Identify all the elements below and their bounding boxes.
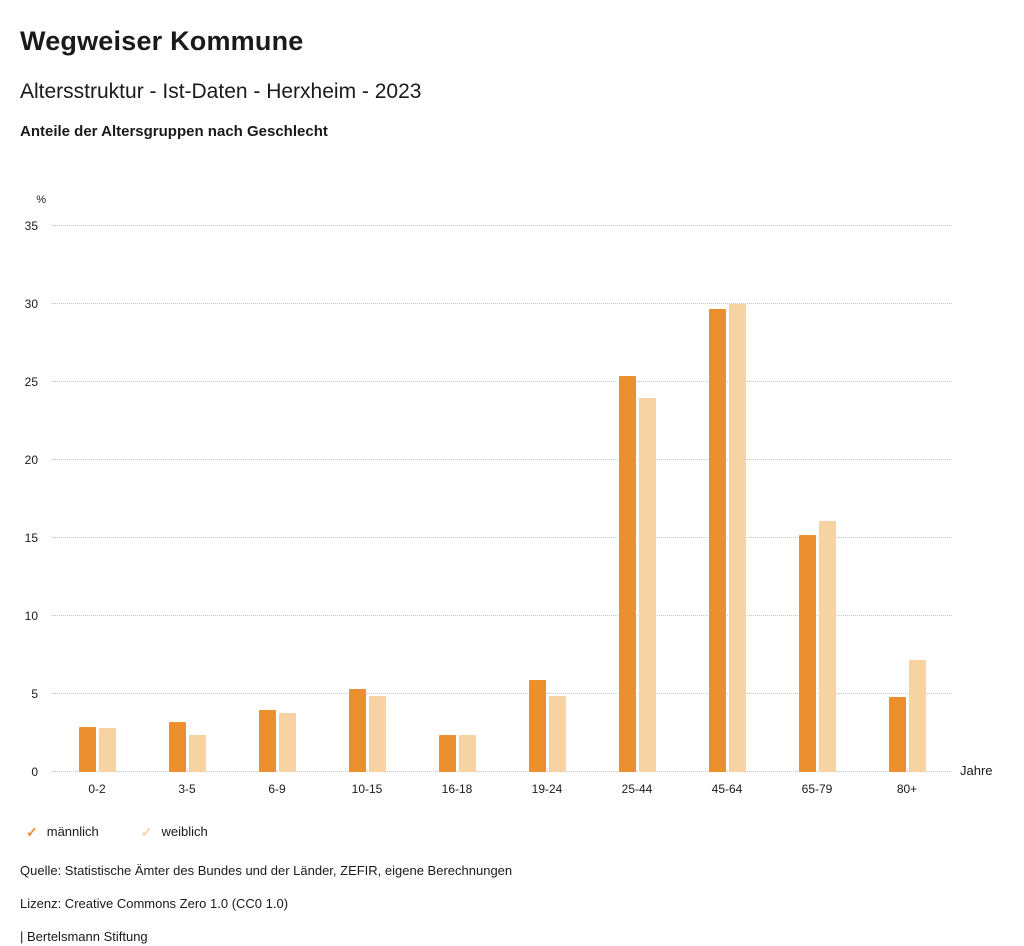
x-axis-unit-label: Jahre (960, 763, 993, 778)
x-tick-label-16-18: 16-18 (441, 782, 473, 796)
bar-weiblich-19-24 (548, 695, 566, 772)
gridline-30 (52, 303, 952, 304)
x-tick-label-65-79: 65-79 (801, 782, 833, 796)
legend-label-weiblich: weiblich (161, 824, 208, 839)
bar-weiblich-25-44 (638, 397, 656, 772)
bar-männlich-16-18 (438, 734, 456, 772)
bar-weiblich-65-79 (818, 520, 836, 772)
y-tick-label-10: 10 (24, 609, 38, 623)
gridline-5 (52, 693, 952, 694)
x-tick-label-45-64: 45-64 (711, 782, 743, 796)
gridline-0 (52, 771, 952, 772)
bar-group-19-24 (502, 226, 592, 772)
gridline-25 (52, 381, 952, 382)
legend-item-maennlich[interactable]: ✓ männlich (26, 824, 99, 839)
legend: ✓ männlich ✓ weiblich (26, 824, 1004, 839)
chart-subtitle: Altersstruktur - Ist-Daten - Herxheim - … (20, 80, 422, 103)
bar-chart: % 0 5 10 15 20 25 30 35 Jahre (25, 194, 993, 779)
bar-weiblich-45-64 (728, 304, 746, 772)
bar-group-0-2 (52, 226, 142, 772)
y-axis-unit-label: % (36, 194, 46, 206)
bar-group-6-9 (232, 226, 322, 772)
bar-männlich-10-15 (348, 689, 366, 772)
bar-männlich-0-2 (78, 726, 96, 772)
page-title: Wegweiser Kommune (20, 26, 304, 56)
x-axis-labels: 0-2 3-5 6-9 10-15 16-18 19-24 25-44 45-64 65-79 8… (52, 782, 952, 796)
y-tick-label-5: 5 (31, 687, 38, 701)
y-tick-label-35: 35 (24, 219, 38, 233)
bar-group-80+ (862, 226, 952, 772)
check-icon: ✓ (140, 823, 153, 840)
bar-group-10-15 (322, 226, 412, 772)
gridline-35 (52, 225, 952, 226)
gridline-15 (52, 537, 952, 538)
y-tick-label-0: 0 (31, 765, 38, 779)
bar-männlich-80+ (888, 697, 906, 772)
bar-group-45-64 (682, 226, 772, 772)
bar-männlich-6-9 (258, 709, 276, 772)
bar-weiblich-6-9 (278, 712, 296, 772)
footer: Quelle: Statistische Ämter des Bundes un… (20, 863, 1004, 944)
y-tick-label-25: 25 (24, 375, 38, 389)
bar-weiblich-16-18 (458, 734, 476, 772)
check-icon: ✓ (26, 823, 38, 840)
x-tick-label-6-9: 6-9 (268, 782, 286, 796)
x-tick-label-80+: 80+ (896, 782, 918, 796)
bar-groups (52, 226, 952, 772)
y-tick-label-20: 20 (24, 453, 38, 467)
y-tick-label-15: 15 (24, 531, 38, 545)
x-tick-label-0-2: 0-2 (88, 782, 106, 796)
x-tick-label-19-24: 19-24 (531, 782, 563, 796)
bar-weiblich-10-15 (368, 695, 386, 772)
chart-section-title: Anteile der Altersgruppen nach Geschlech… (20, 123, 328, 140)
gridline-20 (52, 459, 952, 460)
x-tick-label-10-15: 10-15 (351, 782, 383, 796)
attribution-text: | Bertelsmann Stiftung (20, 929, 148, 944)
bar-group-25-44 (592, 226, 682, 772)
bar-männlich-19-24 (528, 679, 546, 772)
plot-area: 0 5 10 15 20 25 30 35 (25, 219, 952, 779)
bar-group-16-18 (412, 226, 502, 772)
x-tick-label-3-5: 3-5 (178, 782, 196, 796)
source-text: Quelle: Statistische Ämter des Bundes un… (20, 863, 513, 878)
y-tick-label-30: 30 (24, 297, 38, 311)
legend-item-weiblich[interactable]: ✓ weiblich (141, 824, 208, 839)
bar-männlich-45-64 (708, 308, 726, 772)
gridline-10 (52, 615, 952, 616)
bar-männlich-3-5 (168, 722, 186, 772)
bar-weiblich-0-2 (98, 728, 116, 772)
bar-männlich-65-79 (798, 534, 816, 772)
bar-group-3-5 (142, 226, 232, 772)
bar-männlich-25-44 (618, 375, 636, 772)
bar-group-65-79 (772, 226, 862, 772)
x-tick-label-25-44: 25-44 (621, 782, 653, 796)
bar-weiblich-80+ (908, 659, 926, 772)
license-text: Lizenz: Creative Commons Zero 1.0 (CC0 1… (20, 896, 289, 911)
legend-label-maennlich: männlich (46, 824, 99, 839)
bar-weiblich-3-5 (188, 734, 206, 772)
